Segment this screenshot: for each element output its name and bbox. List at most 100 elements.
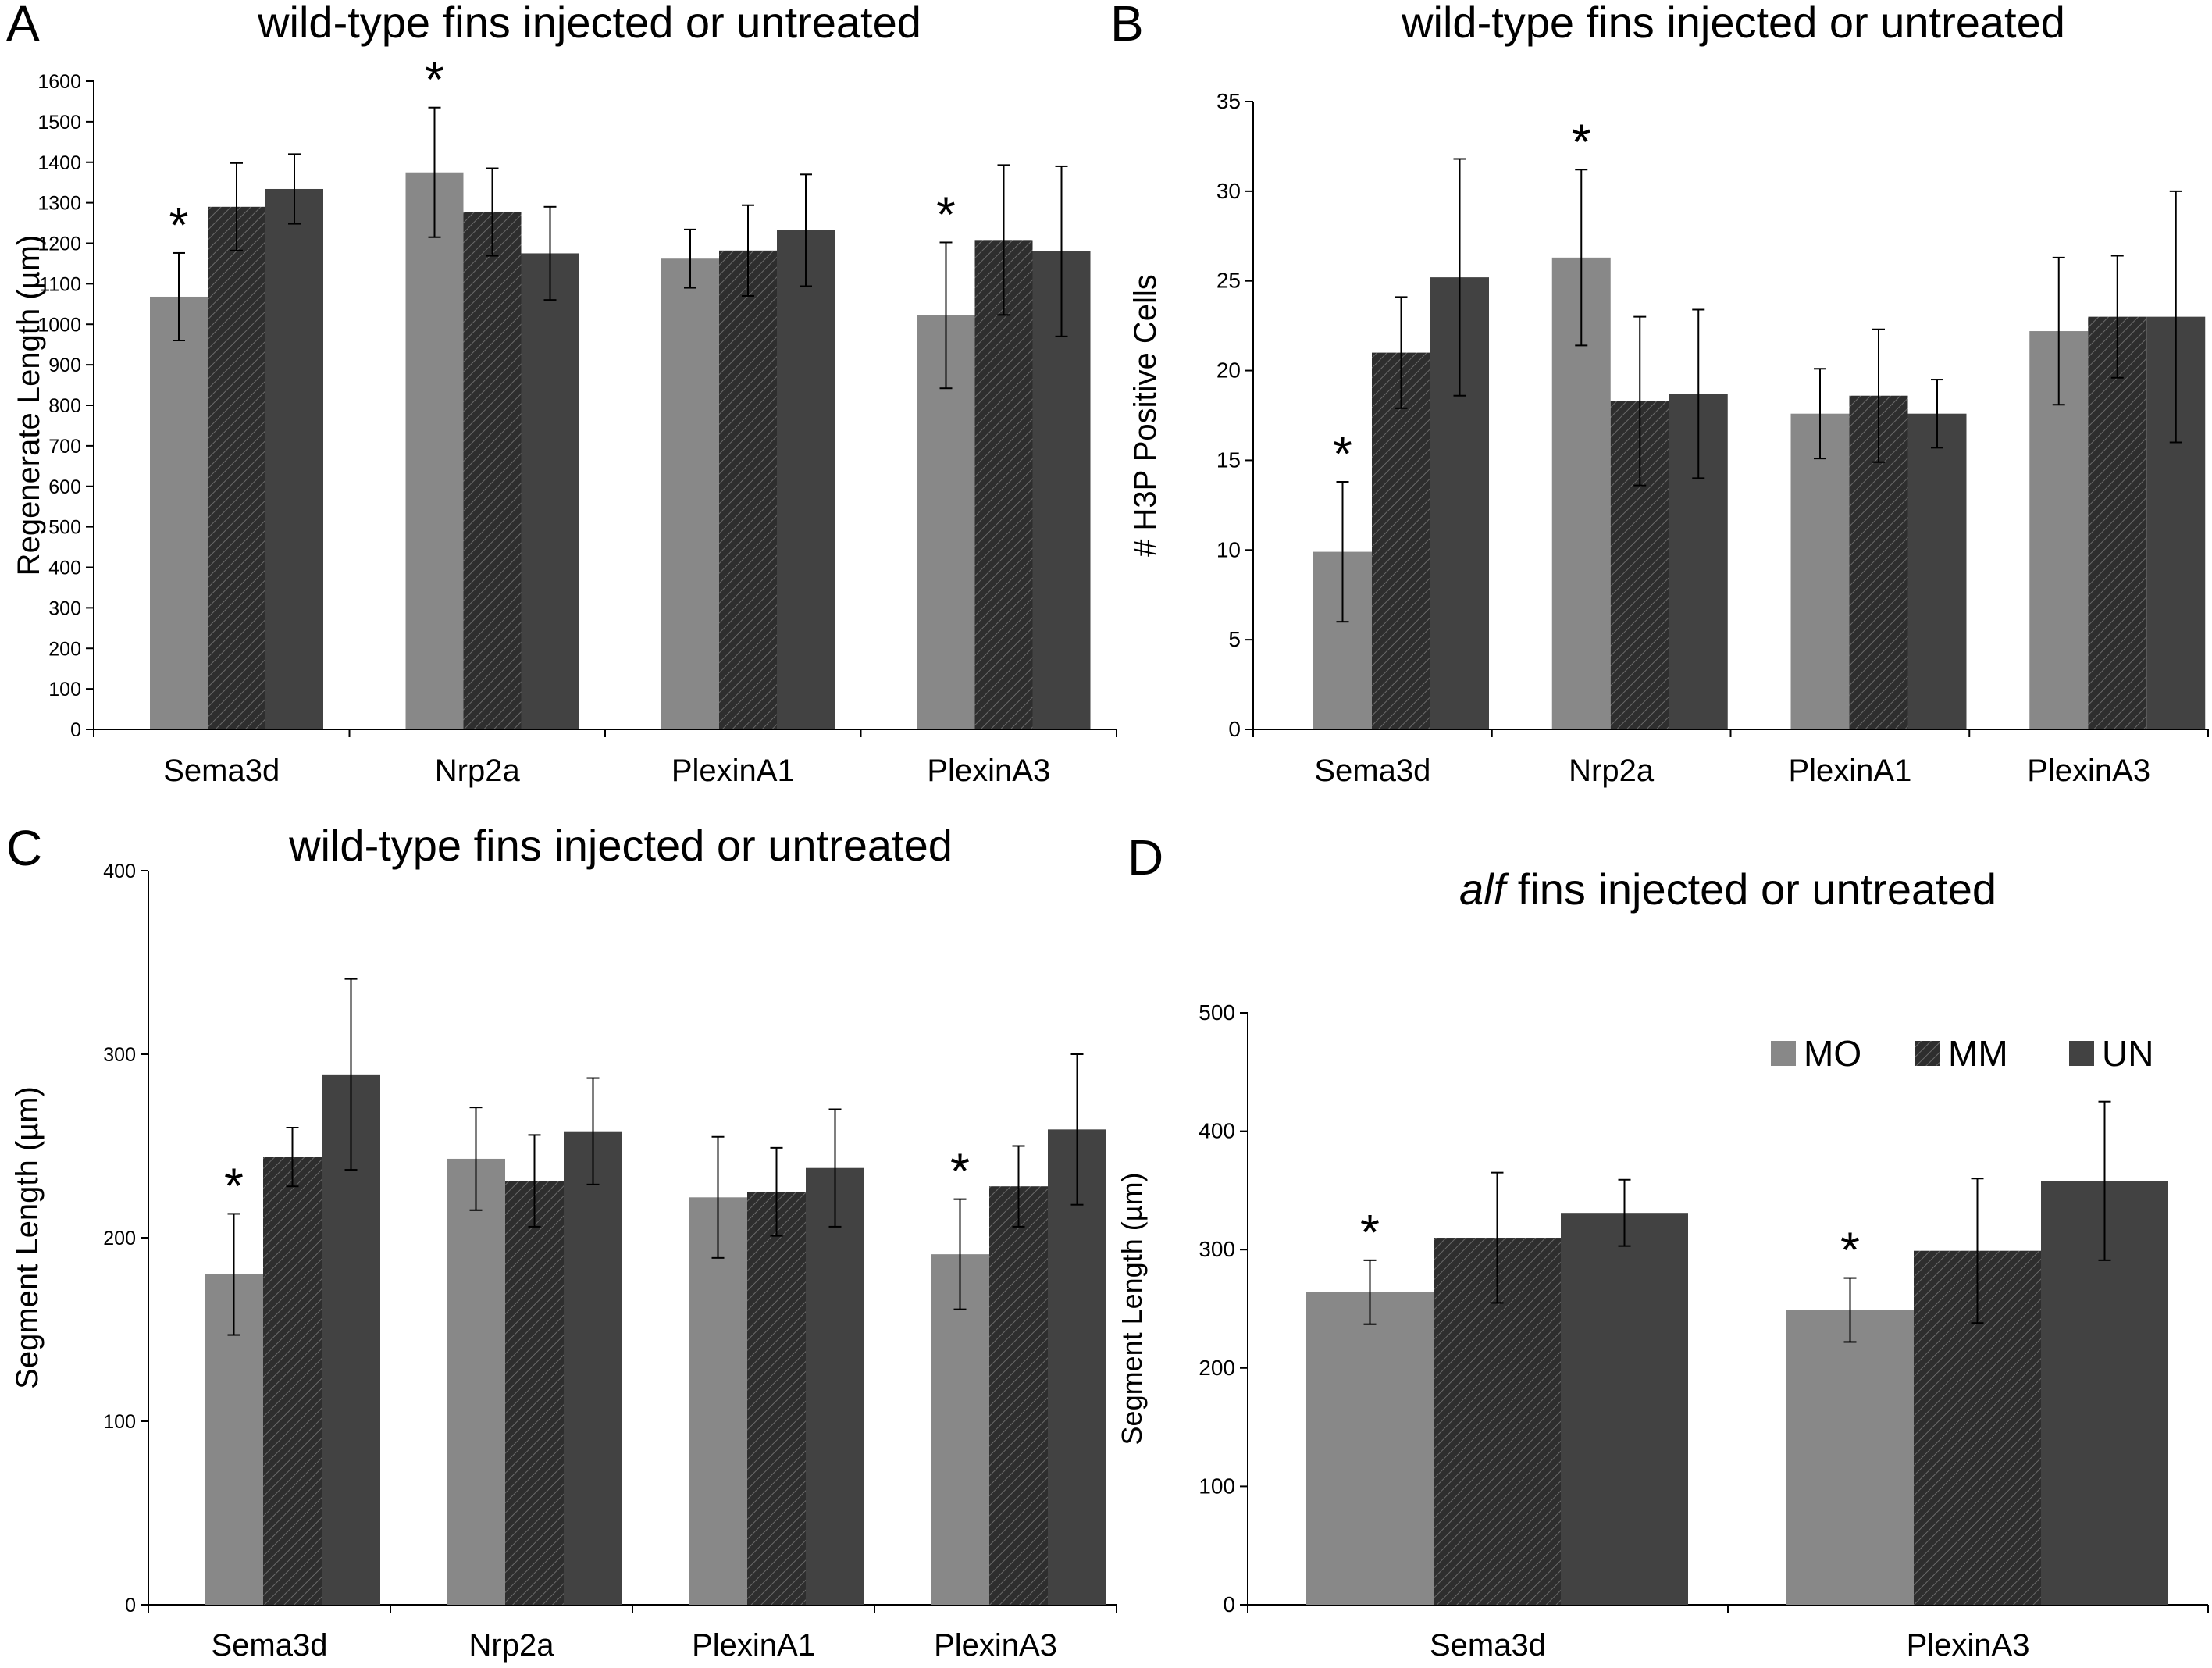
- panel-letter: D: [1127, 829, 1163, 886]
- bar-mo: [1790, 413, 1850, 729]
- bar-un: [265, 188, 323, 730]
- category-label: PlexinA1: [692, 1628, 815, 1663]
- bar-mm: [263, 1157, 322, 1605]
- y-tick-label: 700: [48, 436, 81, 458]
- chart-title: wild-type fins injected or untreated: [257, 0, 921, 47]
- bar-mm: [505, 1181, 564, 1605]
- significance-star: *: [1360, 1204, 1380, 1260]
- category-label: Sema3d: [163, 754, 280, 788]
- y-tick-label: 100: [1199, 1474, 1235, 1498]
- y-tick-label: 30: [1216, 179, 1241, 203]
- legend: MO MM UN: [1771, 1033, 2153, 1074]
- legend-swatch-mm: [1915, 1041, 1940, 1066]
- y-axis-label: Segment Length (µm): [1116, 1173, 1148, 1445]
- y-tick-label: 300: [1199, 1237, 1235, 1261]
- significance-star: *: [1572, 113, 1591, 169]
- category-label: PlexinA1: [671, 754, 795, 788]
- y-tick-label: 100: [103, 1411, 136, 1433]
- y-tick-label: 400: [103, 861, 136, 882]
- category-label: Sema3d: [212, 1628, 328, 1663]
- y-tick-label: 10: [1216, 537, 1241, 561]
- y-axis-label: Regenerate Length (µm): [12, 235, 46, 576]
- significance-star: *: [1333, 426, 1352, 482]
- category-label: Nrp2a: [1569, 754, 1655, 788]
- bar-mm: [747, 1192, 806, 1605]
- y-tick-label: 400: [1199, 1119, 1235, 1143]
- y-axis-label: # H3P Positive Cells: [1128, 274, 1163, 557]
- y-tick-label: 1500: [37, 112, 81, 134]
- legend-label-mm: MM: [1948, 1033, 2008, 1074]
- chart-title: wild-type fins injected or untreated: [288, 821, 953, 870]
- bar-mm: [1372, 352, 1430, 729]
- y-tick-label: 0: [70, 719, 81, 741]
- y-tick-label: 300: [103, 1044, 136, 1066]
- bar-mm: [974, 240, 1033, 730]
- bar-un: [806, 1167, 864, 1605]
- category-label: PlexinA3: [2027, 754, 2150, 788]
- significance-star: *: [425, 52, 444, 108]
- y-tick-label: 1300: [37, 193, 81, 215]
- bar-mm: [989, 1186, 1048, 1605]
- legend-swatch-mo: [1771, 1041, 1796, 1066]
- y-tick-label: 0: [1228, 717, 1241, 741]
- category-label: Nrp2a: [435, 754, 521, 788]
- y-tick-label: 200: [103, 1228, 136, 1249]
- bar-mo: [447, 1158, 505, 1605]
- bar-mo: [150, 296, 208, 730]
- category-label: Sema3d: [1430, 1628, 1546, 1663]
- significance-star: *: [169, 197, 189, 253]
- bar-un: [1561, 1213, 1688, 1605]
- panel-letter: A: [6, 0, 40, 52]
- category-label: PlexinA1: [1788, 754, 1911, 788]
- bar-un: [1907, 413, 1967, 729]
- y-tick-label: 1100: [39, 273, 81, 295]
- significance-star: *: [1840, 1222, 1860, 1278]
- y-tick-label: 20: [1216, 358, 1241, 383]
- y-tick-label: 1600: [37, 71, 81, 93]
- y-tick-label: 1000: [37, 314, 81, 336]
- chart-title-italic: alf: [1459, 864, 1510, 914]
- y-axis-label: Segment Length (µm): [10, 1086, 45, 1389]
- y-tick-label: 300: [48, 597, 81, 619]
- bar-mo: [405, 172, 464, 729]
- legend-swatch-un: [2069, 1041, 2094, 1066]
- category-label: PlexinA3: [934, 1628, 1057, 1663]
- y-tick-label: 200: [48, 638, 81, 660]
- y-tick-label: 900: [48, 355, 81, 376]
- bar-mm: [208, 206, 265, 729]
- bar-mo: [1306, 1292, 1434, 1605]
- bar-mo: [689, 1197, 747, 1605]
- y-tick-label: 35: [1216, 89, 1241, 113]
- panel-letter: B: [1110, 0, 1144, 52]
- chart-title: wild-type fins injected or untreated: [1401, 0, 2065, 47]
- y-tick-label: 1400: [37, 152, 81, 174]
- bar-mo: [931, 1254, 989, 1605]
- panel-letter: C: [6, 820, 42, 876]
- y-tick-label: 200: [1199, 1356, 1235, 1380]
- chart-title: alf fins injected or untreated: [1459, 864, 1996, 914]
- chart-title-rest: fins injected or untreated: [1505, 864, 1996, 914]
- y-tick-label: 1200: [37, 233, 81, 255]
- bar-mm: [719, 250, 777, 729]
- y-tick-label: 5: [1228, 627, 1241, 651]
- category-label: PlexinA3: [1907, 1628, 2030, 1663]
- y-tick-label: 400: [48, 558, 81, 579]
- category-label: PlexinA3: [927, 754, 1050, 788]
- significance-star: *: [936, 186, 956, 242]
- bar-un: [777, 230, 835, 729]
- bar-mo: [1786, 1310, 1914, 1605]
- y-tick-label: 0: [1223, 1592, 1235, 1616]
- significance-star: *: [950, 1143, 970, 1199]
- bar-mm: [2088, 316, 2147, 730]
- significance-star: *: [224, 1157, 244, 1214]
- y-tick-label: 100: [48, 679, 81, 700]
- bar-mo: [661, 258, 719, 729]
- bar-un: [521, 253, 579, 729]
- bar-mm: [463, 212, 522, 729]
- category-label: Nrp2a: [469, 1628, 555, 1663]
